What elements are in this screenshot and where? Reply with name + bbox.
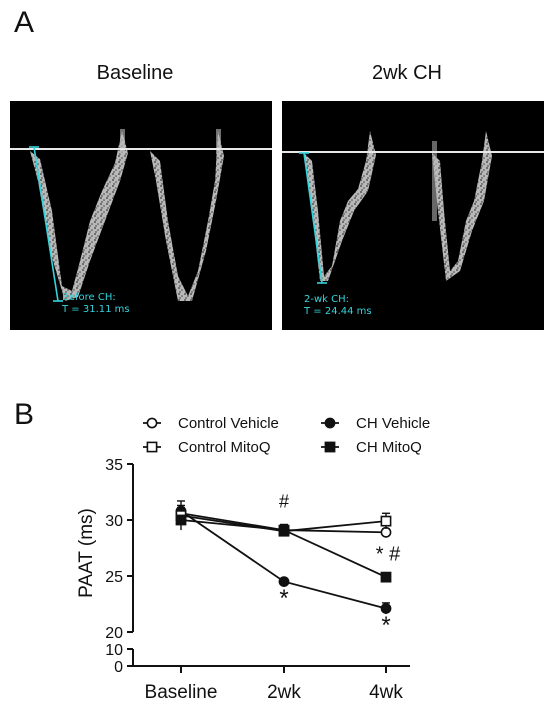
data-point-3-0: [175, 514, 187, 526]
legend-marker-3: [324, 441, 336, 453]
chart-axes: 20 25 30 35 010 Baseline 2wk 4wk PAAT (ms): [76, 457, 410, 703]
baseline-measurement-line1: Before CH:: [62, 292, 116, 303]
data-point-2-2: [380, 515, 392, 527]
ch-measurement-line1: 2-wk CH:: [304, 294, 349, 305]
ch-measurement-line2: T = 24.44 ms: [304, 306, 372, 317]
data-point-0-2: [380, 526, 392, 538]
data-point-3-1: [278, 524, 290, 536]
panel-b-letter: B: [14, 398, 35, 431]
legend-marker-2: [146, 441, 158, 453]
annotation-1: *: [279, 585, 288, 612]
data-point-3-2: [380, 571, 392, 583]
ch-image-title: 2wk CH: [371, 62, 442, 84]
legend-label-0: Control Vehicle: [178, 415, 279, 432]
x-tick-label-2: 4wk: [369, 682, 403, 703]
legend-label-3: CH MitoQ: [356, 439, 422, 456]
y-tick-label-lower-0: 0: [114, 659, 123, 676]
series-3: [175, 514, 392, 583]
data-point-1-2: [380, 603, 392, 614]
y-tick-label-upper-2: 30: [105, 513, 123, 530]
annotation-0: #: [279, 492, 289, 512]
y-tick-label-upper-3: 35: [105, 457, 123, 474]
legend-entry-2: Control MitoQ: [143, 439, 271, 456]
legend-marker-0: [146, 417, 158, 429]
x-tick-label-0: Baseline: [145, 682, 218, 703]
legend-entry-3: CH MitoQ: [321, 439, 422, 456]
legend-entry-0: Control Vehicle: [143, 415, 279, 432]
chart-annotations: # * * # *: [279, 492, 401, 639]
legend-label-1: CH Vehicle: [356, 415, 430, 432]
y-tick-label-upper-1: 25: [105, 569, 123, 586]
y-tick-label-lower-1: 10: [105, 642, 123, 659]
legend-marker-1: [324, 417, 336, 429]
baseline-image-title: Baseline: [96, 62, 174, 84]
legend-entry-1: CH Vehicle: [321, 415, 430, 432]
legend-label-2: Control MitoQ: [178, 439, 271, 456]
annotation-2: * #: [376, 543, 401, 565]
data-point-1-1: [278, 576, 290, 587]
baseline-doppler-image: [10, 101, 272, 330]
legend: Control Vehicle CH Vehicle Control MitoQ CH…: [143, 415, 430, 456]
ch-doppler-image: [282, 101, 544, 330]
paat-line-chart: Control Vehicle CH Vehicle Control MitoQ CH…: [76, 415, 430, 703]
x-tick-label-1: 2wk: [267, 682, 301, 703]
y-tick-label-upper-0: 20: [105, 625, 123, 642]
panel-a-letter: A: [14, 6, 35, 39]
y-axis-label: PAAT (ms): [76, 508, 97, 598]
annotation-3: *: [381, 612, 390, 639]
chart-series: [175, 500, 392, 615]
baseline-measurement-line2: T = 31.11 ms: [62, 304, 130, 315]
